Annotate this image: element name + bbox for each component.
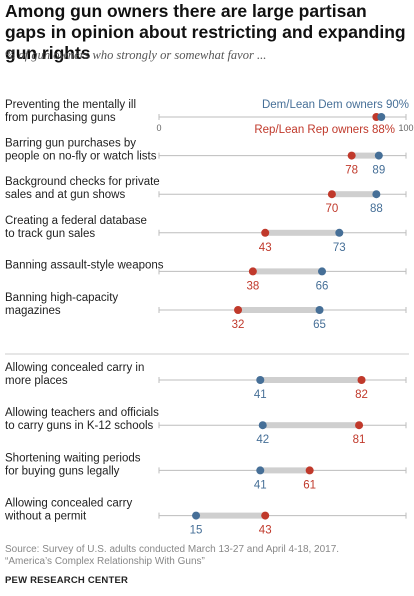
legend-dem: Dem/Lean Dem owners 90%: [262, 99, 409, 111]
dem-dot: [256, 376, 265, 384]
range-bar: [331, 191, 377, 198]
rep-dot: [261, 228, 270, 237]
dem-dot: [258, 421, 267, 430]
dem-dot: [374, 151, 383, 160]
dem-dot: [315, 306, 324, 314]
rep-dot: [234, 306, 243, 314]
source-note: Source: Survey of U.S. adults conducted …: [5, 544, 410, 568]
row-label: without a permit: [4, 511, 87, 523]
rep-value-label: 43: [259, 525, 272, 537]
row-label: magazines: [5, 305, 61, 317]
row-label: for buying guns legally: [5, 465, 120, 477]
dem-dot: [318, 267, 327, 276]
dem-dot: [192, 511, 201, 520]
rep-value-label: 43: [259, 242, 272, 254]
chart-subtitle: % of gun owners who strongly or somewhat…: [5, 48, 267, 62]
row-label: people on no-fly or watch lists: [5, 151, 157, 163]
row-label: Banning high-capacity: [5, 292, 118, 304]
row-label: Background checks for private: [5, 176, 160, 188]
range-bar: [252, 268, 323, 275]
dem-value-label: 42: [256, 434, 269, 446]
rep-value-label: 61: [303, 479, 316, 491]
x-tick-label: 0: [156, 123, 161, 133]
x-tick-label: 100: [398, 123, 413, 133]
dem-dot: [256, 466, 265, 475]
row-label: more places: [5, 375, 68, 387]
dem-dot: [377, 113, 386, 121]
dem-value-label: 65: [313, 319, 326, 331]
rep-value-label: 70: [326, 203, 339, 215]
range-bar: [265, 229, 340, 236]
row-label: Barring gun purchases by: [5, 138, 136, 150]
rep-dot: [305, 466, 314, 475]
row-label: Shortening waiting periods: [5, 452, 141, 464]
legend-rep: Rep/Lean Rep owners 88%: [254, 124, 395, 136]
range-bar: [260, 377, 362, 383]
rep-dot: [327, 190, 336, 199]
range-bar: [351, 152, 379, 159]
source-line-1: Source: Survey of U.S. adults conducted …: [5, 544, 340, 555]
row-label: Allowing concealed carry in: [5, 362, 144, 374]
range-bar: [196, 512, 266, 519]
row-label: sales and at gun shows: [5, 189, 125, 201]
rep-value-label: 38: [246, 280, 259, 292]
dem-dot: [372, 190, 381, 199]
range-bar: [262, 422, 360, 429]
row-label: from purchasing guns: [5, 112, 116, 124]
rep-dot: [261, 511, 270, 520]
dem-value-label: 88: [370, 203, 383, 215]
rep-dot: [355, 421, 364, 430]
dem-value-label: 41: [254, 389, 267, 401]
rep-dot: [248, 267, 257, 276]
row-label: Banning assault-style weapons: [5, 259, 164, 271]
dem-value-label: 41: [254, 479, 267, 491]
chart-title: Among gun owners there are large partisa…: [5, 1, 406, 63]
rep-dot: [357, 376, 366, 384]
dem-value-label: 89: [372, 165, 385, 177]
rep-dot: [347, 151, 356, 160]
range-bar: [260, 467, 310, 474]
rep-value-label: 81: [353, 434, 366, 446]
row-label: Creating a federal database: [5, 215, 147, 227]
row-label: to track gun sales: [5, 228, 95, 240]
dem-dot: [335, 228, 344, 237]
row-label: Preventing the mentally ill: [5, 99, 136, 111]
dem-value-label: 73: [333, 242, 346, 254]
dem-value-label: 66: [316, 280, 329, 292]
row-label: Allowing teachers and officials: [5, 407, 159, 419]
rep-value-label: 82: [355, 389, 368, 401]
rep-value-label: 78: [345, 165, 358, 177]
row-label: to carry guns in K-12 schools: [5, 420, 154, 432]
range-bar: [238, 307, 320, 313]
source-line-2: “America’s Complex Relationship With Gun…: [5, 556, 205, 567]
dem-value-label: 15: [190, 525, 203, 537]
rep-value-label: 32: [232, 319, 245, 331]
row-label: Allowing concealed carry: [5, 498, 132, 510]
brand-logo-text: PEW RESEARCH CENTER: [5, 575, 129, 586]
